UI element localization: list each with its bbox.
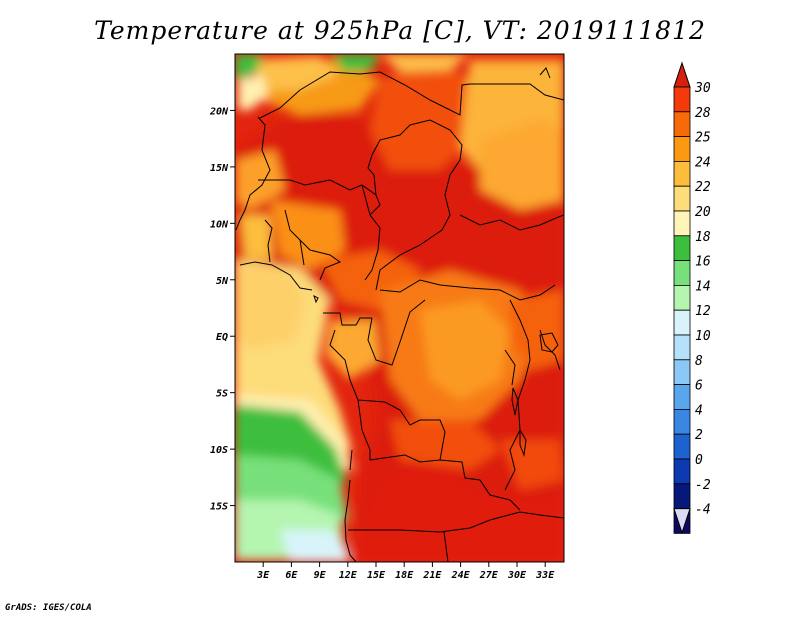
- longitude-axis: 3E 6E 9E 12E 15E 18E 21E 24E 27E 30E 33E: [256, 562, 555, 581]
- credit-text: GrADS: IGES/COLA: [5, 603, 92, 613]
- lat-tick-label: 5S: [216, 389, 228, 400]
- colorbar-label: 18: [695, 230, 711, 245]
- lakes: [313, 295, 559, 457]
- colorbar-swatch: [673, 86, 691, 113]
- colorbar-swatch: [673, 260, 691, 286]
- colorbar-swatch: [673, 483, 691, 509]
- map-frame: [234, 53, 565, 563]
- lat-tick-label: 10S: [210, 445, 228, 456]
- lat-tick-label: EQ: [216, 332, 228, 343]
- country-borders: [235, 67, 564, 562]
- lon-tick-label: 18E: [395, 570, 414, 581]
- lat-tick-label: 20N: [209, 106, 229, 117]
- colorbar-swatch: [673, 458, 691, 485]
- colorbar-swatch: [673, 185, 691, 212]
- lon-tick-label: 15E: [367, 570, 386, 581]
- colorbar-label: 16: [695, 255, 711, 270]
- lon-tick-label: 21E: [422, 570, 442, 581]
- lat-tick-label: 15N: [210, 163, 229, 174]
- lon-tick-label: 30E: [507, 570, 527, 581]
- lat-tick-label: 10N: [210, 219, 229, 230]
- map-title: Temperature at 925hPa [C], VT: 201911181…: [94, 16, 706, 45]
- colorbar-label: 24: [695, 155, 711, 170]
- colorbar-swatch: [673, 210, 691, 237]
- colorbar-swatch: [673, 309, 691, 336]
- colorbar-label: 0: [695, 453, 703, 468]
- colorbar-swatch: [673, 334, 691, 361]
- colorbar-swatch: [673, 136, 691, 162]
- colorbar-swatch: [673, 433, 691, 460]
- latitude-axis: 20N 15N 10N 5N EQ 5S 10S 15S: [209, 106, 235, 513]
- lon-tick-label: 24E: [451, 570, 471, 581]
- colorbar-label: 2: [695, 428, 703, 443]
- colorbar-swatch: [673, 111, 691, 138]
- colorbar-swatch: [673, 235, 691, 262]
- lat-tick-label: 15S: [210, 502, 228, 513]
- lon-tick-label: 9E: [314, 570, 327, 581]
- colorbar-swatch: [673, 384, 691, 410]
- lon-tick-label: 27E: [479, 570, 499, 581]
- colorbar-label: 30: [694, 81, 711, 96]
- lon-tick-label: 12E: [339, 570, 358, 581]
- colorbar-label: -2: [695, 478, 711, 493]
- colorbar-label: -4: [695, 503, 711, 518]
- lon-tick-label: 33E: [535, 570, 555, 581]
- colorbar-swatch: [673, 359, 691, 385]
- colorbar-label: 10: [695, 329, 711, 344]
- colorbar-swatch: [673, 284, 691, 311]
- colorbar-label: 4: [695, 403, 703, 418]
- colorbar-label: 8: [695, 354, 703, 369]
- colorbar-label: 14: [695, 279, 711, 294]
- colorbar-label: 12: [695, 304, 711, 319]
- colorbar-label: 20: [695, 205, 711, 220]
- colorbar-label: 6: [695, 379, 703, 394]
- colorbar-label: 25: [695, 131, 711, 146]
- temperature-field: [235, 54, 564, 562]
- colorbar-label: 28: [695, 106, 711, 121]
- colorbar-label: 22: [695, 180, 711, 195]
- colorbar-swatch: [673, 408, 691, 435]
- colorbar-swatch: [673, 160, 691, 187]
- lon-tick-label: 6E: [285, 570, 298, 581]
- colorbar-bottom-arrow: [673, 508, 691, 535]
- colorbar-top-arrow: [673, 61, 691, 88]
- lon-tick-label: 3E: [256, 570, 270, 581]
- lat-tick-label: 5N: [216, 276, 229, 287]
